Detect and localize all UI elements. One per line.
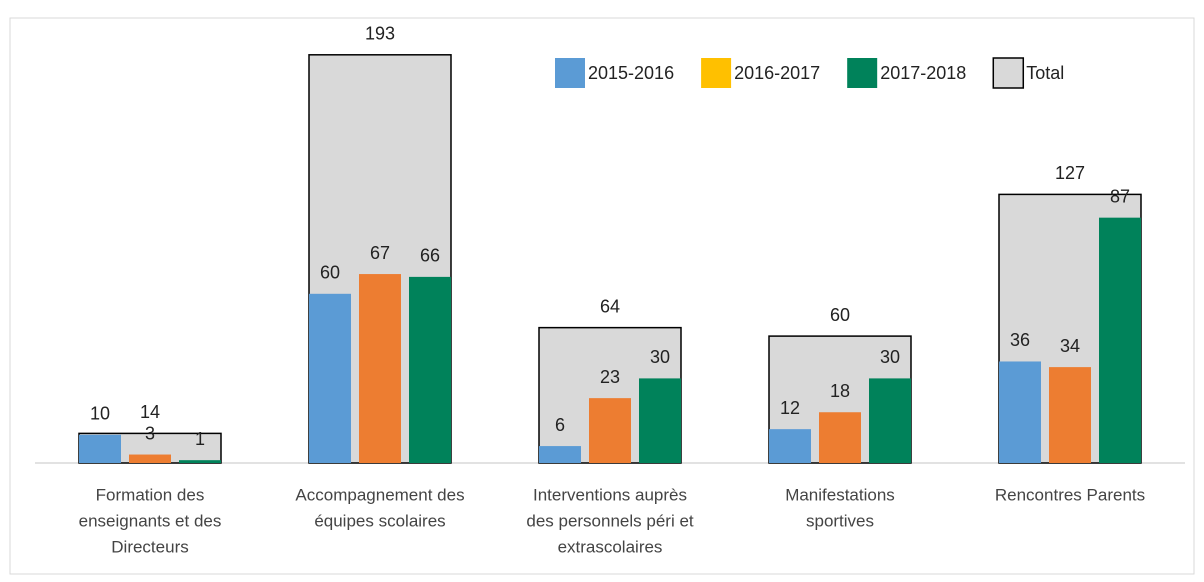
legend-swatch (701, 58, 732, 88)
legend-label: 2016-2017 (734, 63, 820, 83)
chart-frame (9, 17, 1195, 575)
bar (589, 398, 631, 463)
data-label: 66 (420, 246, 440, 266)
data-label: 67 (370, 243, 390, 263)
data-label: 23 (600, 367, 620, 387)
data-label: 30 (650, 347, 670, 367)
x-tick-label: sportives (806, 511, 874, 530)
data-label: 64 (600, 296, 620, 316)
x-tick-label: Accompagnement des (295, 485, 464, 504)
bar (179, 460, 221, 463)
bar (869, 378, 911, 463)
bar (129, 454, 171, 463)
data-label: 60 (320, 263, 340, 283)
bar (359, 274, 401, 463)
x-tick-label: Interventions auprès (533, 485, 687, 504)
bar (79, 434, 121, 463)
bar (999, 361, 1041, 463)
bar (409, 276, 451, 463)
x-tick-label: enseignants et des (79, 511, 222, 530)
data-label: 14 (140, 402, 160, 422)
bar (819, 412, 861, 463)
data-label: 3 (145, 423, 155, 443)
legend-swatch (555, 58, 585, 88)
legend-label: 2015-2016 (588, 63, 674, 83)
bar (1099, 217, 1141, 463)
data-label: 30 (880, 347, 900, 367)
data-label: 127 (1055, 163, 1085, 183)
legend-swatch (847, 58, 878, 88)
data-label: 60 (830, 305, 850, 325)
x-tick-label: Formation des (96, 485, 205, 504)
data-label: 1 (195, 429, 205, 449)
legend-swatch (992, 57, 1025, 89)
data-label: 10 (90, 404, 110, 424)
x-tick-label: Manifestations (785, 485, 895, 504)
legend-label: Total (1026, 63, 1064, 83)
data-label: 18 (830, 381, 850, 401)
x-tick-label: équipes scolaires (314, 511, 445, 530)
bar (769, 429, 811, 463)
data-label: 6 (555, 415, 565, 435)
data-label: 12 (780, 398, 800, 418)
data-label: 36 (1010, 330, 1030, 350)
x-tick-label: Directeurs (111, 537, 188, 556)
bar (1049, 367, 1091, 463)
x-tick-label: Rencontres Parents (995, 485, 1145, 504)
data-label: 193 (365, 24, 395, 44)
legend-label: 2017-2018 (880, 63, 966, 83)
bar (539, 446, 581, 463)
bar (309, 293, 351, 463)
data-label: 34 (1060, 336, 1080, 356)
x-tick-label: des personnels péri et (526, 511, 694, 530)
bar (639, 378, 681, 463)
x-tick-label: extrascolaires (558, 537, 663, 556)
data-label: 87 (1110, 186, 1130, 206)
